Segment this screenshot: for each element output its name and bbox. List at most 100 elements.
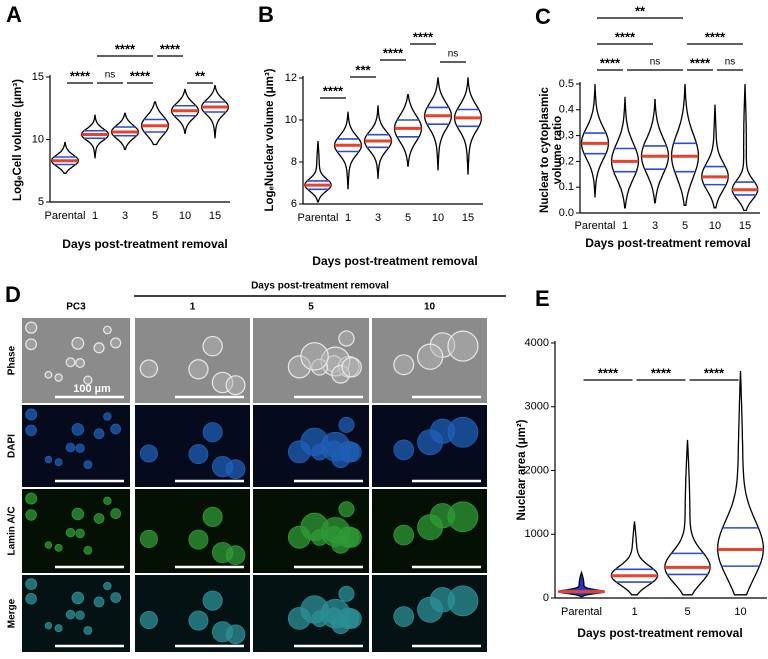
significance-label: **** [690, 55, 711, 70]
x-tick-label: 10 [734, 606, 746, 618]
cell [225, 459, 246, 480]
violin [363, 105, 393, 179]
cell [54, 624, 63, 633]
x-tick-label: 5 [682, 220, 688, 232]
x-tick-label: 1 [622, 220, 628, 232]
cell [110, 592, 122, 603]
significance-label: ns [105, 70, 116, 81]
cell [300, 427, 329, 456]
y-axis-label: LogₑNuclear volume (μm³) [264, 68, 276, 211]
panel-letter: C [535, 4, 551, 29]
cell [139, 529, 158, 548]
violin [610, 521, 659, 596]
cell [417, 514, 444, 541]
violin [716, 370, 765, 596]
cell [83, 460, 93, 470]
significance-label: **** [413, 29, 434, 44]
cell [103, 581, 112, 591]
y-tick-label: 6 [291, 198, 297, 210]
column-header: Days post-treatment removal [251, 281, 389, 292]
significance-label: **** [160, 41, 181, 56]
violin [580, 83, 610, 198]
cell [447, 585, 479, 617]
x-tick-label: 1 [631, 606, 637, 618]
y-tick-label: 12 [285, 72, 297, 84]
violin [701, 104, 729, 209]
panel-letter: B [258, 2, 274, 27]
cell [300, 595, 329, 624]
y-axis-label: Nuclear to cytoplasmic [539, 86, 551, 213]
cell [54, 458, 63, 467]
cell [75, 528, 85, 539]
violin [170, 88, 200, 134]
cell [110, 508, 122, 519]
cell [202, 590, 223, 611]
x-tick-label: 5 [684, 606, 690, 618]
cell [393, 524, 415, 546]
cell [71, 336, 85, 350]
cell [338, 501, 355, 518]
cell [447, 330, 479, 362]
violin [304, 140, 332, 203]
significance-label: **** [615, 29, 636, 44]
cell [93, 596, 105, 608]
cell [417, 596, 444, 623]
cell [83, 625, 93, 635]
cell [188, 444, 209, 465]
row-label: DAPI [7, 434, 18, 458]
cell [25, 593, 37, 605]
column-label: 1 [190, 302, 196, 313]
significance-label: **** [600, 55, 621, 70]
x-axis-label: Days post-treatment removal [312, 254, 477, 268]
x-axis-label: Days post-treatment removal [62, 237, 227, 251]
row-label: Lamin A/C [7, 506, 18, 555]
y-tick-label: 3000 [525, 401, 549, 413]
x-tick-label: 15 [462, 212, 474, 224]
cell [341, 442, 362, 463]
violin [664, 439, 711, 596]
cell [25, 424, 37, 437]
x-axis-label: Days post-treatment removal [577, 626, 742, 640]
violin [670, 83, 700, 206]
x-tick-label: 5 [405, 212, 411, 224]
cell [188, 529, 209, 550]
cell [393, 439, 415, 461]
cell [300, 342, 329, 371]
cell [103, 325, 112, 335]
x-tick-label: 3 [122, 210, 128, 222]
y-tick-label: 0.0 [559, 207, 574, 219]
y-tick-label: 0.1 [559, 181, 574, 193]
y-axis-label: volume ratio [552, 116, 564, 184]
x-tick-label: 1 [345, 212, 351, 224]
x-tick-label: Parental [575, 220, 616, 232]
violin [423, 77, 453, 171]
panel-letter: D [5, 282, 21, 307]
y-tick-label: 1000 [525, 528, 549, 540]
violin [50, 141, 80, 174]
y-tick-label: 4000 [525, 337, 549, 349]
cell [25, 492, 38, 505]
cell [44, 621, 53, 630]
violin [333, 111, 363, 190]
significance-label: **** [704, 365, 725, 380]
cell [44, 455, 53, 464]
significance-label: *** [355, 62, 371, 77]
x-tick-label: Parental [45, 210, 86, 222]
cell [202, 506, 223, 527]
column-label: 5 [308, 302, 314, 313]
cell [447, 416, 479, 448]
scale-bar-label: 100 µm [73, 383, 111, 395]
column-label: PC3 [66, 302, 86, 313]
panel-letter: E [535, 286, 550, 311]
violin [200, 85, 230, 139]
y-tick-label: 0.3 [559, 130, 574, 142]
y-tick-label: 2000 [525, 464, 549, 476]
cell [83, 545, 93, 555]
cell [341, 608, 362, 629]
significance-label: **** [598, 365, 619, 380]
y-tick-label: 0.2 [559, 155, 574, 167]
cell [25, 509, 37, 521]
x-tick-label: 3 [375, 212, 381, 224]
x-tick-label: 1 [92, 210, 98, 222]
